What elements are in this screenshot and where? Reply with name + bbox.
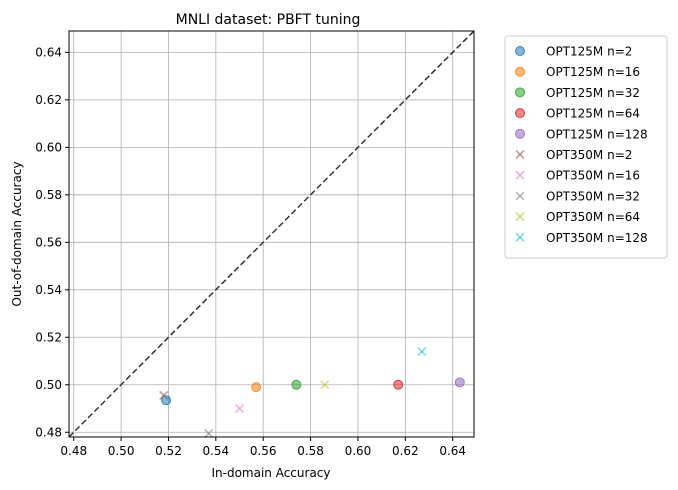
legend-marker-opt350m-n-32 xyxy=(515,191,525,201)
y-tick-label: 0.60 xyxy=(35,140,62,154)
x-tick-label: 0.60 xyxy=(345,444,372,458)
y-tick-label: 0.64 xyxy=(35,45,62,59)
legend-label-opt350m-n-16: OPT350M n=16 xyxy=(546,169,640,183)
x-tick-label: 0.56 xyxy=(250,444,277,458)
point-opt350m-n-128 xyxy=(417,346,427,357)
x-axis-ticks: 0.48 0.50 0.52 0.54 0.56 0.58 0.60 0.62 0.64 xyxy=(60,437,466,458)
x-tick-label: 0.54 xyxy=(202,444,229,458)
point-opt350m-n-64 xyxy=(320,380,330,390)
legend-label-opt125m-n-128: OPT125M n=128 xyxy=(546,127,648,141)
y-tick-label: 0.48 xyxy=(35,425,62,439)
x-tick-label: 0.62 xyxy=(392,444,419,458)
legend-frame xyxy=(504,35,668,259)
x-axis-title: In-domain Accuracy xyxy=(211,466,330,480)
y-tick-label: 0.54 xyxy=(35,283,62,297)
grid xyxy=(69,31,474,437)
y-axis-title: Out-of-domain Accuracy xyxy=(10,161,24,306)
legend-marker-opt125m-n-64 xyxy=(515,108,525,119)
legend-label-opt350m-n-32: OPT350M n=32 xyxy=(546,189,640,203)
x-tick-label: 0.64 xyxy=(439,444,466,458)
point-opt125m-n-2 xyxy=(161,395,172,406)
point-opt125m-n-16 xyxy=(251,382,262,393)
y-tick-label: 0.56 xyxy=(35,235,62,249)
y-tick-label: 0.52 xyxy=(35,330,62,344)
y-axis-ticks: 0.48 0.50 0.52 0.54 0.56 0.58 0.60 0.62 0.64 xyxy=(35,45,69,439)
legend-marker-opt350m-n-2 xyxy=(515,149,525,160)
legend-label-opt125m-n-32: OPT125M n=32 xyxy=(546,86,640,100)
legend-marker-opt125m-n-16 xyxy=(515,66,525,77)
y-tick-label: 0.50 xyxy=(35,378,62,392)
point-opt350m-n-16 xyxy=(234,403,245,414)
legend-label-opt125m-n-2: OPT125M n=2 xyxy=(546,45,632,59)
chart-title: MNLI dataset: PBFT tuning xyxy=(176,12,361,28)
point-opt125m-n-128 xyxy=(454,377,465,388)
legend-marker-opt125m-n-128 xyxy=(515,128,525,139)
diagonal-reference-line xyxy=(68,30,475,438)
x-tick-label: 0.58 xyxy=(297,444,324,458)
legend-label-opt350m-n-128: OPT350M n=128 xyxy=(546,231,648,245)
point-opt350m-n-32 xyxy=(204,428,214,439)
legend-marker-opt125m-n-2 xyxy=(515,46,525,56)
legend-marker-opt125m-n-32 xyxy=(515,87,525,98)
point-opt125m-n-32 xyxy=(291,379,302,390)
x-tick-label: 0.50 xyxy=(108,444,135,458)
legend-marker-opt350m-n-128 xyxy=(515,232,525,242)
data-points xyxy=(159,346,465,439)
x-tick-label: 0.52 xyxy=(155,444,182,458)
legend-label-opt125m-n-64: OPT125M n=64 xyxy=(546,107,640,121)
point-opt350m-n-2 xyxy=(159,390,169,401)
point-opt125m-n-64 xyxy=(393,379,404,390)
legend: OPT125M n=2 OPT125M n=16 OPT125M n=32 OPT12… xyxy=(504,35,668,259)
legend-label-opt125m-n-16: OPT125M n=16 xyxy=(546,65,640,79)
y-tick-label: 0.62 xyxy=(35,93,62,107)
plot-frame xyxy=(68,30,475,438)
legend-label-opt350m-n-64: OPT350M n=64 xyxy=(546,210,640,224)
x-tick-label: 0.48 xyxy=(60,444,87,458)
legend-marker-opt350m-n-64 xyxy=(515,212,525,222)
legend-label-opt350m-n-2: OPT350M n=2 xyxy=(546,148,632,162)
legend-marker-opt350m-n-16 xyxy=(515,170,525,180)
y-tick-label: 0.58 xyxy=(35,188,62,202)
